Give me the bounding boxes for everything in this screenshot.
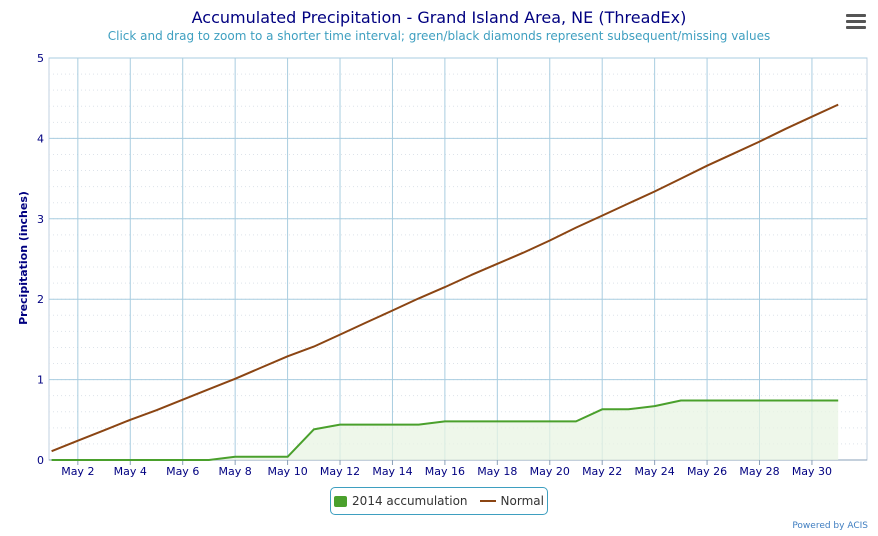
y-tick-label: 5 [37, 52, 44, 65]
legend-item-normal[interactable]: Normal [479, 494, 544, 508]
x-tick-label: May 8 [219, 465, 252, 478]
x-tick-label: May 22 [582, 465, 622, 478]
x-tick-label: May 20 [530, 465, 570, 478]
x-tick-label: May 4 [114, 465, 147, 478]
legend-item-accumulation[interactable]: 2014 accumulation [334, 494, 468, 508]
x-tick-label: May 26 [687, 465, 727, 478]
y-axis-title: Precipitation (inches) [17, 191, 30, 325]
grid-lines [48, 57, 868, 461]
x-tick-label: May 14 [372, 465, 412, 478]
x-tick-label: May 18 [477, 465, 517, 478]
chart-subtitle: Click and drag to zoom to a shorter time… [107, 29, 771, 43]
y-tick-label: 4 [37, 132, 44, 145]
x-tick-label: May 12 [320, 465, 360, 478]
x-axis-ticks: May 2 May 4 May 6 May 8 May 10 May 12 May 14 Ma… [61, 460, 832, 478]
x-tick-label: May 2 [61, 465, 94, 478]
series-area-2014-accumulation [51, 400, 839, 460]
y-axis-ticks: 0 1 2 3 4 5 [37, 52, 44, 467]
hamburger-menu-icon[interactable] [846, 14, 866, 30]
x-tick-label: May 30 [792, 465, 832, 478]
credits-link[interactable]: Powered by ACIS [792, 521, 868, 531]
legend-label-normal: Normal [500, 494, 544, 508]
legend: 2014 accumulation Normal [330, 487, 548, 515]
legend-swatch-normal [479, 500, 496, 502]
x-tick-label: May 6 [166, 465, 199, 478]
y-tick-label: 2 [37, 293, 44, 306]
x-tick-label: May 10 [267, 465, 307, 478]
y-tick-label: 1 [37, 374, 44, 387]
legend-swatch-accumulation [334, 495, 348, 507]
chart-title: Accumulated Precipitation - Grand Island… [191, 8, 687, 27]
y-tick-label: 3 [37, 213, 44, 226]
series-layer [51, 103, 839, 461]
y-tick-label: 0 [37, 454, 44, 467]
x-tick-label: May 16 [425, 465, 465, 478]
x-tick-label: May 28 [739, 465, 779, 478]
x-tick-label: May 24 [635, 465, 675, 478]
legend-label-accumulation: 2014 accumulation [352, 494, 468, 508]
